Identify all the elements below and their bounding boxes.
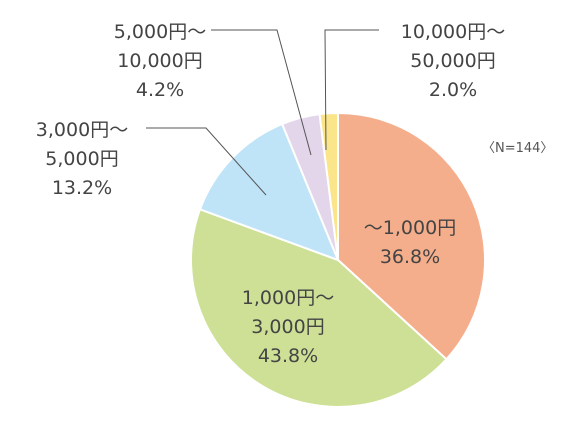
slice-label: ～1,000円 36.8% <box>364 217 456 268</box>
leader-line <box>146 127 267 196</box>
slice-range: 10,000円 <box>117 50 202 72</box>
pie-slice <box>318 111 339 261</box>
slice-range: 5,000円～ <box>114 21 206 43</box>
slice-range: 3,000円～ <box>36 119 128 141</box>
leader-line <box>211 29 312 156</box>
slice-percent: 36.8% <box>380 246 440 268</box>
pie-slice <box>190 208 448 408</box>
pie-slice <box>198 122 340 262</box>
slice-percent: 2.0% <box>429 79 477 101</box>
slice-range: 3,000円 <box>251 316 324 338</box>
slice-range: ～1,000円 <box>364 217 456 239</box>
slice-range: 10,000円～ <box>401 21 505 43</box>
sample-size-note: 〈N=144〉 <box>482 141 553 156</box>
leader-line <box>324 29 379 151</box>
slice-range: 50,000円 <box>410 50 495 72</box>
slice-label: 3,000円～ 5,000円 13.2% <box>36 119 128 199</box>
slice-label: 5,000円～ 10,000円 4.2% <box>114 21 206 101</box>
slice-range: 1,000円～ <box>242 287 334 309</box>
slice-percent: 13.2% <box>52 177 112 199</box>
slice-percent: 4.2% <box>136 79 184 101</box>
slice-range: 5,000円 <box>45 148 118 170</box>
slice-labels: ～1,000円 36.8% 1,000円～ 3,000円 43.8% 3,000円～ 5,0… <box>36 21 505 367</box>
slice-label: 10,000円～ 50,000円 2.0% <box>401 21 505 101</box>
slice-percent: 43.8% <box>258 345 318 367</box>
pie-slices <box>190 111 486 408</box>
pie-slice <box>337 111 486 361</box>
slice-label: 1,000円～ 3,000円 43.8% <box>242 287 334 367</box>
leader-lines <box>146 29 379 196</box>
